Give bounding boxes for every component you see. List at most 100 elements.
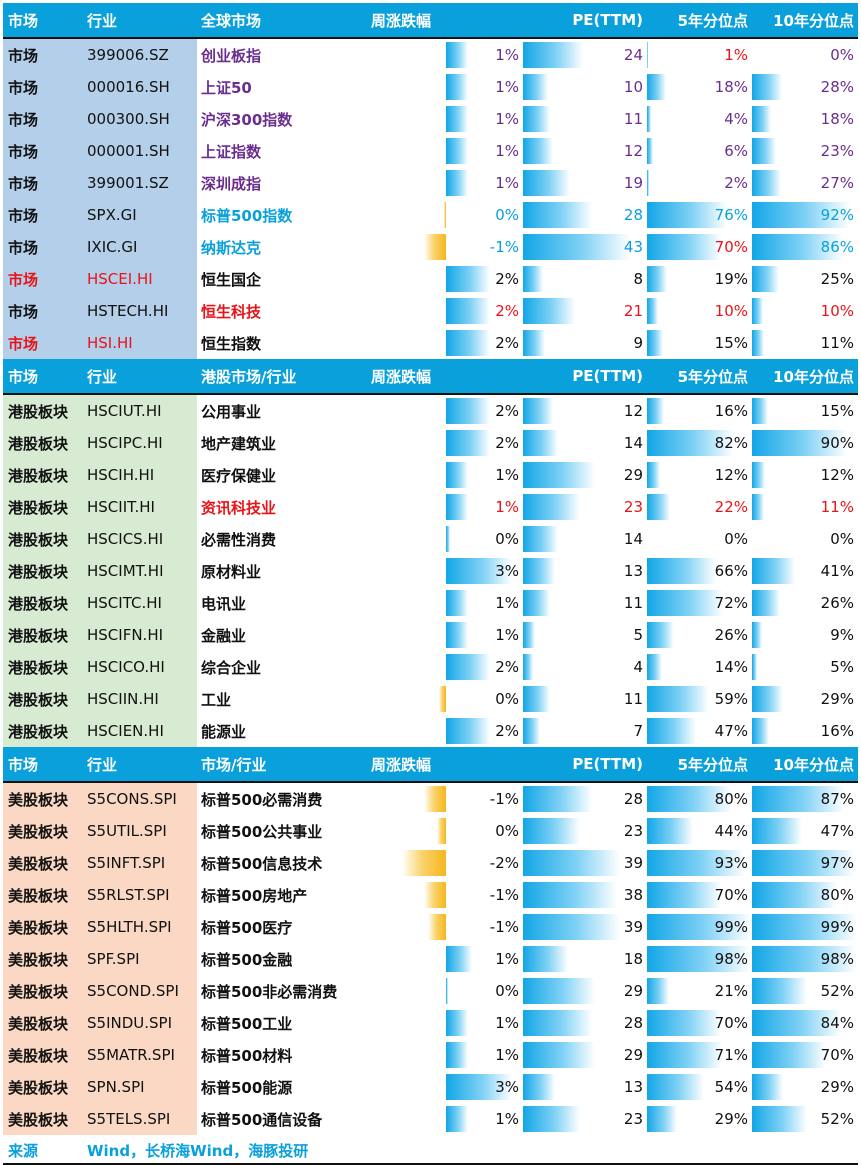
header-name: 市场/行业 — [201, 755, 267, 774]
pe-bar — [523, 170, 571, 196]
percentile-5y-bar — [647, 106, 652, 132]
ticker-cell: S5INFT.SPI — [81, 847, 197, 879]
pe-value: 11 — [623, 594, 643, 612]
percentile-10y-cell: 23% — [752, 135, 858, 167]
pe-value: 23 — [623, 498, 643, 516]
percentile-10y-cell: 18% — [752, 103, 858, 135]
percentile-10y-cell: 47% — [752, 815, 858, 847]
market-cell: 市场 — [3, 103, 81, 135]
percentile-10y-cell: 29% — [752, 1071, 858, 1103]
percentile-5y-bar — [647, 622, 675, 648]
pe-cell: 21 — [523, 295, 647, 327]
change-bar-negative — [424, 786, 446, 812]
ticker-cell: S5RLST.SPI — [81, 879, 197, 911]
percentile-5y-bar — [647, 430, 734, 456]
market-cell: 市场 — [3, 39, 81, 71]
weekly-change-value: 1% — [495, 950, 519, 968]
ticker-cell: SPF.SPI — [81, 943, 197, 975]
market-cell: 美股板块 — [3, 879, 81, 911]
percentile-5y-value: 72% — [714, 594, 748, 612]
section-global: 市场 行业 全球市场 周涨跌幅 PE(TTM) 5年分位点 10年分位点 市场 399006.S… — [3, 3, 858, 359]
percentile-10y-cell: 98% — [752, 943, 858, 975]
name-cell: 纳斯达克 — [201, 238, 262, 257]
weekly-change-cell: 1% — [369, 1103, 523, 1135]
weekly-change-cell: -1% — [369, 783, 523, 815]
table-row: 市场 HSTECH.HI 恒生科技 2% 21 10% 10% — [3, 295, 858, 327]
ticker-cell: S5CONS.SPI — [81, 783, 197, 815]
pe-bar — [523, 106, 551, 132]
pe-bar — [523, 494, 581, 520]
percentile-10y-cell: 87% — [752, 783, 858, 815]
percentile-5y-value: 26% — [714, 626, 748, 644]
name-cell: 深圳成指 — [201, 174, 262, 193]
change-bar-positive — [446, 1042, 468, 1068]
weekly-change-cell: 3% — [369, 1071, 523, 1103]
weekly-change-value: 0% — [495, 206, 519, 224]
pe-cell: 19 — [523, 167, 647, 199]
weekly-change-value: -1% — [489, 918, 519, 936]
percentile-5y-bar — [647, 170, 650, 196]
percentile-10y-bar — [752, 686, 783, 712]
table-row: 港股板块 HSCIMT.HI 原材料业 3% 13 66% 41% — [3, 555, 858, 587]
weekly-change-value: 2% — [495, 722, 519, 740]
percentile-5y-value: 54% — [714, 1078, 748, 1096]
percentile-10y-value: 70% — [820, 1046, 854, 1064]
pe-bar — [523, 526, 558, 552]
table-row: 市场 SPX.GI 标普500指数 0% 28 76% 92% — [3, 199, 858, 231]
change-bar-negative — [424, 234, 446, 260]
market-cell: 港股板块 — [3, 619, 81, 651]
market-cell: 港股板块 — [3, 555, 81, 587]
market-cell: 美股板块 — [3, 943, 81, 975]
weekly-change-value: 1% — [495, 1014, 519, 1032]
weekly-change-value: 0% — [495, 822, 519, 840]
percentile-10y-value: 97% — [820, 854, 854, 872]
percentile-5y-value: 76% — [714, 206, 748, 224]
header-10y-percentile: 10年分位点 — [773, 11, 854, 30]
pe-cell: 13 — [523, 555, 647, 587]
percentile-5y-value: 10% — [714, 302, 748, 320]
percentile-5y-value: 22% — [714, 498, 748, 516]
percentile-5y-value: 21% — [714, 982, 748, 1000]
pe-cell: 28 — [523, 199, 647, 231]
pe-cell: 39 — [523, 847, 647, 879]
percentile-10y-bar — [752, 590, 780, 616]
percentile-5y-cell: 10% — [647, 295, 752, 327]
percentile-5y-value: 4% — [724, 110, 748, 128]
percentile-10y-bar — [752, 1106, 808, 1132]
percentile-5y-cell: 6% — [647, 135, 752, 167]
pe-value: 8 — [633, 270, 643, 288]
table-row: 港股板块 HSCIUT.HI 公用事业 2% 12 16% 15% — [3, 395, 858, 427]
percentile-10y-value: 18% — [820, 110, 854, 128]
percentile-10y-value: 10% — [820, 302, 854, 320]
ticker-cell: SPX.GI — [81, 199, 197, 231]
percentile-5y-cell: 54% — [647, 1071, 752, 1103]
change-bar-positive — [446, 654, 490, 680]
change-bar-positive — [446, 718, 490, 744]
percentile-10y-cell: 27% — [752, 167, 858, 199]
weekly-change-value: 0% — [495, 530, 519, 548]
change-bar-positive — [446, 978, 449, 1004]
weekly-change-cell: 1% — [369, 135, 523, 167]
ticker-cell: HSCICO.HI — [81, 651, 197, 683]
pe-bar — [523, 234, 630, 260]
percentile-5y-bar — [647, 978, 670, 1004]
percentile-5y-cell: 70% — [647, 1007, 752, 1039]
percentile-5y-bar — [647, 74, 666, 100]
ticker-cell: HSCIH.HI — [81, 459, 197, 491]
header-market: 市场 — [8, 755, 39, 774]
pe-value: 39 — [623, 854, 643, 872]
percentile-5y-cell: 47% — [647, 715, 752, 747]
weekly-change-value: 1% — [495, 46, 519, 64]
ticker-cell: S5INDU.SPI — [81, 1007, 197, 1039]
table-row: 美股板块 S5INDU.SPI 标普500工业 1% 28 70% 84% — [3, 1007, 858, 1039]
header-industry: 行业 — [87, 755, 118, 774]
percentile-10y-cell: 80% — [752, 879, 858, 911]
ticker-cell: 000001.SH — [81, 135, 197, 167]
percentile-10y-value: 25% — [820, 270, 854, 288]
change-bar-positive — [446, 430, 490, 456]
pe-cell: 14 — [523, 427, 647, 459]
change-bar-negative — [428, 914, 446, 940]
header-weekly-change: 周涨跌幅 — [371, 367, 432, 386]
percentile-5y-bar — [647, 914, 751, 940]
weekly-change-value: 1% — [495, 1046, 519, 1064]
